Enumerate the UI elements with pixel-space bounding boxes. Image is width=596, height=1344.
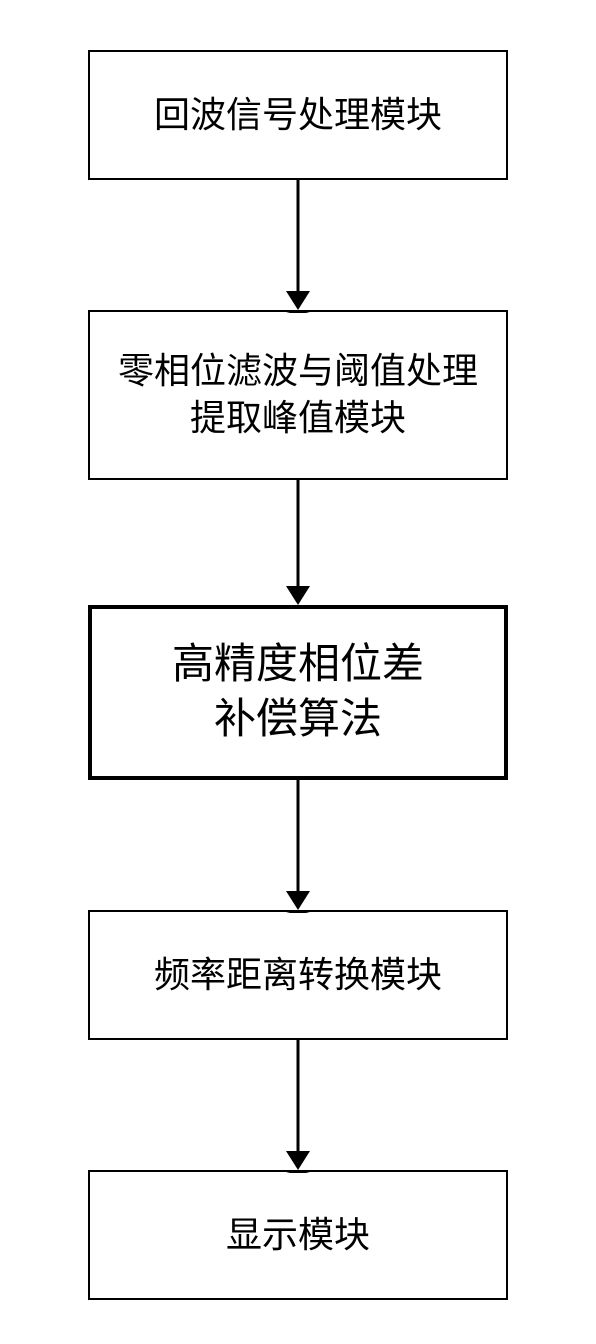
arrow-line — [297, 1040, 300, 1151]
flowchart-node: 高精度相位差 补偿算法 — [88, 605, 508, 780]
arrow-line — [297, 780, 300, 891]
arrow-head-icon — [286, 891, 310, 913]
arrow-head-icon — [286, 1151, 310, 1173]
arrow-head-icon — [286, 291, 310, 313]
flowchart-node: 零相位滤波与阈值处理 提取峰值模块 — [88, 310, 508, 480]
flowchart-node: 显示模块 — [88, 1170, 508, 1300]
arrow-line — [297, 180, 300, 291]
arrow-line — [297, 480, 300, 586]
flowchart-node: 频率距离转换模块 — [88, 910, 508, 1040]
arrow-head-icon — [286, 586, 310, 608]
flowchart-node: 回波信号处理模块 — [88, 50, 508, 180]
flowchart-container: 回波信号处理模块零相位滤波与阈值处理 提取峰值模块高精度相位差 补偿算法频率距离… — [0, 0, 596, 1344]
